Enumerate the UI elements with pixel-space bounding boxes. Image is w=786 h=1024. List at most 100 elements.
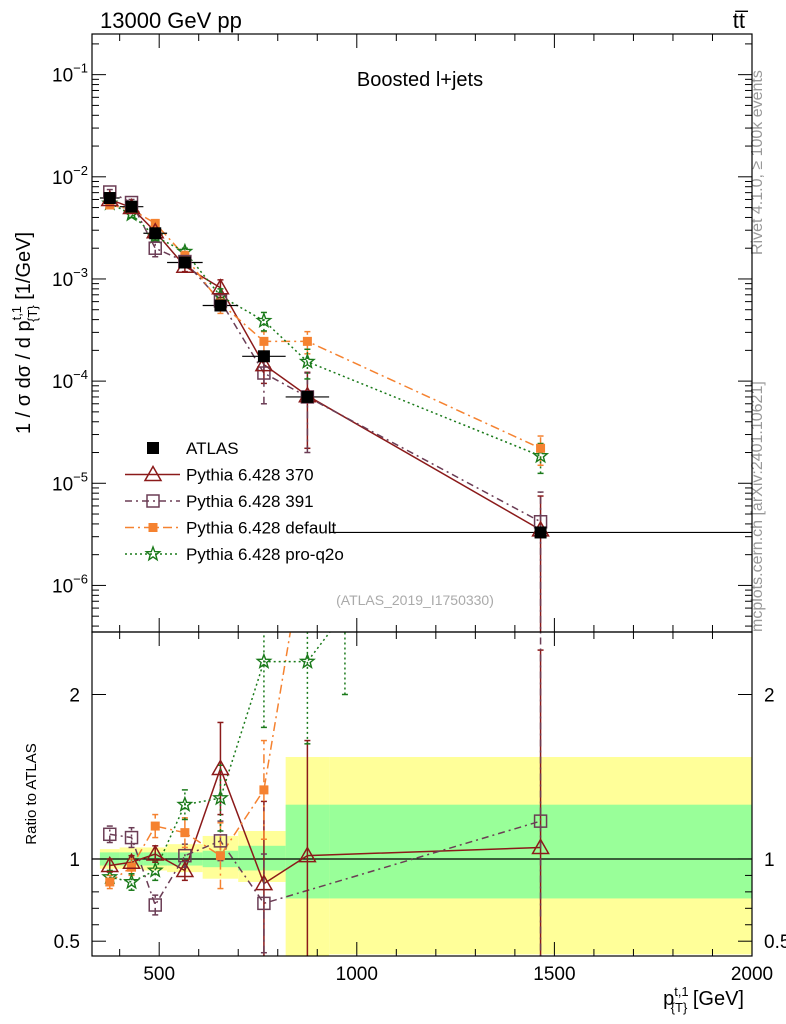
ratio-tick-label-left: 1 <box>69 850 80 871</box>
x-tick-label: 1000 <box>336 964 378 985</box>
ratio-line <box>109 632 292 883</box>
legend-item: Pythia 6.428 391 <box>125 492 314 511</box>
legend-item: Pythia 6.428 pro-q2o <box>125 544 344 564</box>
data-point <box>149 227 162 240</box>
ratio-panel: 0.5 0.5 1 1 2 2 Ratio to ATLAS <box>23 631 786 957</box>
legend-label: Pythia 6.428 391 <box>186 492 314 511</box>
ratio-tick-label-left: 0.5 <box>54 932 80 953</box>
series-line-4 <box>109 202 541 457</box>
y-tick-label: 10−6 <box>52 571 88 597</box>
main-panel: 10−610−510−410−310−210−1 Boosted l+jets … <box>9 33 753 633</box>
legend: ATLAS Pythia 6.428 370 Pythia 6.428 391 Pyt… <box>125 439 344 564</box>
ratio-marker <box>298 652 316 669</box>
data-point <box>103 192 116 205</box>
marker-star <box>255 311 273 329</box>
marker-open-triangle <box>254 355 274 372</box>
main-frame <box>91 33 753 633</box>
ratio-marker <box>531 837 550 855</box>
marker-open-square <box>257 366 271 380</box>
x-tick-label: 1500 <box>533 964 575 985</box>
main-y-axis-label: 1 / σ dσ / d pt,1{T} [1/GeV] <box>9 232 40 434</box>
legend-marker <box>143 464 163 482</box>
legend-marker <box>144 544 162 562</box>
marker-open-triangle <box>211 278 230 295</box>
svg-text:pt,1{T} [GeV]: pt,1 {T} [GeV] <box>663 984 744 1015</box>
ratio-marker <box>145 844 165 861</box>
legend-marker <box>146 494 160 508</box>
legend-label: ATLAS <box>186 439 239 458</box>
ratio-marker <box>257 896 271 911</box>
ratio-marker <box>211 758 230 776</box>
ratio-marker <box>122 852 141 870</box>
analysis-id: (ATLAS_2019_I1750330) <box>336 592 494 608</box>
ratio-tick-label-right: 1 <box>764 850 775 871</box>
ratio-marker <box>127 862 137 872</box>
ratio-marker <box>100 856 120 873</box>
ratio-marker <box>213 834 228 848</box>
series-line-3 <box>109 204 541 449</box>
ratio-marker <box>148 898 162 912</box>
ratio-y-ticks: 0.5 0.5 1 1 2 2 <box>54 685 786 953</box>
ratio-marker <box>533 814 548 828</box>
ratio-marker <box>176 795 194 813</box>
marker-filled-square-small <box>302 336 312 346</box>
marker-star <box>531 447 550 464</box>
uncertainty-bands <box>99 756 752 956</box>
ratio-marker <box>211 789 230 806</box>
ratio-marker <box>175 860 195 878</box>
main-series-lines <box>109 191 541 531</box>
x-tick-label: 2000 <box>731 964 773 985</box>
legend-label: Pythia 6.428 370 <box>186 466 314 485</box>
ratio-marker <box>150 821 160 831</box>
ratio-marker <box>123 872 141 890</box>
legend-label: Pythia 6.428 default <box>186 519 337 538</box>
ratio-y-axis-label: Ratio to ATLAS <box>23 743 40 844</box>
ratio-frame <box>91 631 753 957</box>
legend-item: ATLAS <box>147 439 239 458</box>
data-point <box>214 299 227 312</box>
energy-label: 13000 GeV pp <box>100 8 242 33</box>
legend-item: Pythia 6.428 370 <box>125 464 314 485</box>
series-line-1 <box>109 198 541 531</box>
ratio-markers <box>100 652 550 912</box>
ratio-tick-label-left: 2 <box>69 685 80 706</box>
marker-filled-square-small <box>536 443 546 453</box>
main-markers <box>100 185 550 539</box>
ratio-marker <box>180 828 190 838</box>
x-axis-label: pt,1 {T} [GeV] <box>663 984 744 1015</box>
x-axis-ticks: 500 1000 1500 2000 <box>119 34 773 985</box>
series-line-2 <box>109 191 541 523</box>
ratio-marker <box>259 785 269 795</box>
ratio-marker <box>146 861 164 878</box>
legend-marker <box>148 523 158 532</box>
ratio-marker <box>215 851 225 861</box>
data-point <box>534 526 547 539</box>
ratio-tick-label-right: 0.5 <box>764 932 786 953</box>
mcplots-label: mcplots.cern.ch [arXiv:2401.10621] <box>749 381 766 632</box>
data-point <box>257 350 270 363</box>
ratio-marker <box>105 877 115 887</box>
main-title: Boosted l+jets <box>357 69 483 91</box>
legend-label: Pythia 6.428 pro-q2o <box>186 545 344 564</box>
ratio-marker <box>124 830 139 845</box>
marker-open-square <box>148 241 162 255</box>
data-point <box>178 256 191 269</box>
marker-star <box>298 352 316 369</box>
ratio-tick-label-right: 2 <box>764 685 775 706</box>
legend-marker <box>147 442 159 454</box>
ratio-line <box>109 820 541 907</box>
rivet-version-label: Rivet 4.1.0, ≥ 100k events <box>749 70 766 255</box>
svg-text:1 / σ dσ / d pt,1{T} [1/GeV]: 1 / σ dσ / d pt,1{T} [1/GeV] <box>9 232 40 434</box>
legend-item: Pythia 6.428 default <box>125 519 337 538</box>
ratio-marker <box>298 846 317 863</box>
y-tick-label: 10−1 <box>52 61 88 87</box>
inner-band <box>238 845 286 871</box>
x-tick-label: 500 <box>143 964 175 985</box>
marker-filled-square-small <box>259 336 269 346</box>
y-tick-label: 10−5 <box>52 469 88 495</box>
main-y-tick-marks <box>92 43 752 627</box>
process-label: tt̅ <box>733 8 749 33</box>
y-tick-label: 10−3 <box>52 265 88 291</box>
data-point <box>125 200 138 213</box>
